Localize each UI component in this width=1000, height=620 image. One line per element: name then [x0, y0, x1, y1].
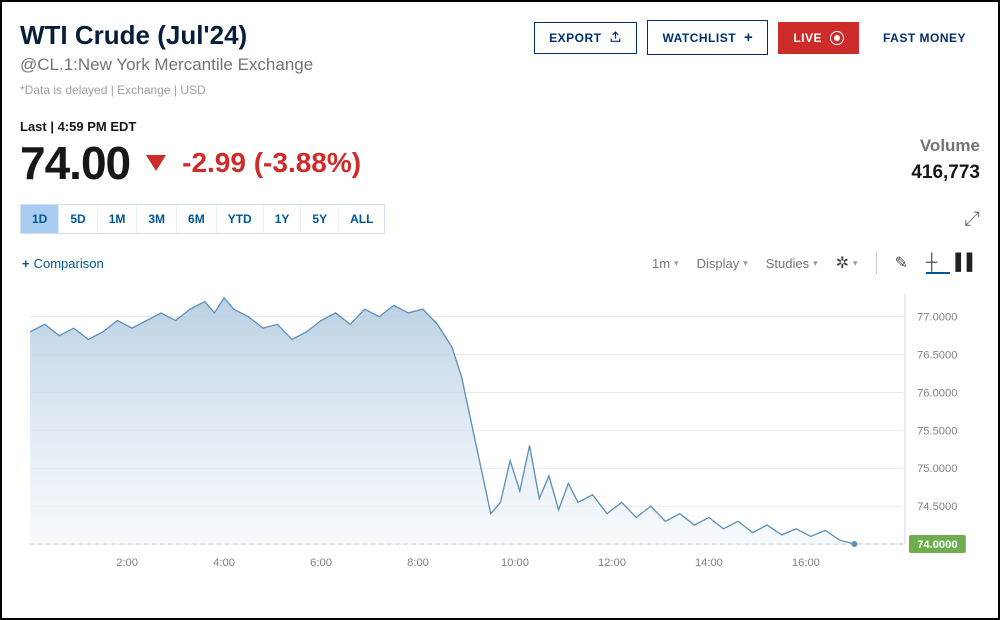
svg-text:74.0000: 74.0000 [917, 539, 957, 551]
range-tab-6m[interactable]: 6M [177, 205, 217, 233]
instrument-subtitle: @CL.1:New York Mercantile Exchange [20, 55, 534, 75]
interval-dropdown[interactable]: 1m ▾ [652, 256, 679, 271]
svg-text:8:00: 8:00 [407, 557, 429, 569]
comment-icon: ▌▌ [955, 254, 978, 272]
instrument-meta: *Data is delayed | Exchange | USD [20, 83, 534, 97]
svg-text:77.0000: 77.0000 [917, 312, 957, 324]
comparison-button[interactable]: + Comparison [22, 256, 104, 271]
price-change: -2.99 (-3.88%) [182, 147, 361, 179]
svg-text:76.5000: 76.5000 [917, 350, 957, 362]
svg-text:16:00: 16:00 [792, 557, 820, 569]
chevron-down-icon: ▾ [853, 258, 858, 269]
price-chart[interactable]: 74.0000 74.5000 75.0000 75.5000 76.0000 76.50… [20, 284, 980, 584]
chevron-down-icon: ▾ [674, 258, 679, 269]
svg-text:6:00: 6:00 [310, 557, 332, 569]
last-price: 74.00 [20, 136, 130, 190]
volume-label: Volume [911, 136, 980, 156]
draw-button[interactable]: ✎ [895, 253, 908, 273]
chart-container: 74.0000 74.5000 75.0000 75.5000 76.0000 76.50… [20, 284, 980, 584]
comment-button[interactable]: ▌▌ [955, 254, 978, 272]
export-icon [609, 31, 622, 44]
export-label: EXPORT [549, 31, 601, 45]
active-underline [926, 272, 950, 274]
comparison-label: Comparison [34, 256, 104, 271]
volume-block: Volume 416,773 [911, 136, 980, 184]
down-arrow-icon [146, 155, 166, 171]
fast-money-button[interactable]: FAST MONEY [869, 23, 980, 53]
pencil-icon: ✎ [895, 253, 908, 273]
display-dropdown[interactable]: Display▾ [697, 256, 748, 271]
live-label: LIVE [793, 31, 822, 45]
chevron-down-icon: ▾ [813, 258, 818, 269]
price-block: 74.00 -2.99 (-3.88%) [20, 136, 361, 190]
instrument-title: WTI Crude (Jul'24) [20, 20, 534, 51]
svg-text:75.5000: 75.5000 [917, 425, 957, 437]
settings-button[interactable]: ✲▾ [836, 253, 858, 273]
range-tab-5y[interactable]: 5Y [301, 205, 339, 233]
expand-icon[interactable]: ⤢ [964, 208, 980, 231]
header-buttons: EXPORT WATCHLIST + LIVE FAST MONEY [534, 20, 980, 55]
plus-icon: + [744, 29, 753, 46]
range-tab-ytd[interactable]: YTD [217, 205, 264, 233]
svg-text:4:00: 4:00 [213, 557, 235, 569]
range-tab-5d[interactable]: 5D [59, 205, 97, 233]
interval-label: 1m [652, 256, 670, 271]
quote-panel: WTI Crude (Jul'24) @CL.1:New York Mercan… [0, 0, 1000, 620]
last-updated: Last | 4:59 PM EDT [20, 119, 980, 134]
chart-toolbar: +Comparison 1m▾ Display▾ Studies▾ ✲▾ ✎ ┼… [20, 252, 980, 280]
range-expand-row: 1D5D1M3M6MYTD1Y5YALL ⤢ [20, 204, 980, 234]
svg-text:12:00: 12:00 [598, 557, 626, 569]
range-tab-1m[interactable]: 1M [98, 205, 138, 233]
gear-icon: ✲ [836, 253, 849, 273]
range-tab-1d[interactable]: 1D [21, 205, 59, 233]
studies-dropdown[interactable]: Studies ▾ [766, 256, 818, 271]
display-label: Display [697, 256, 740, 271]
range-tab-1y[interactable]: 1Y [264, 205, 302, 233]
change-pct: (-3.88%) [254, 147, 361, 178]
price-row: 74.00 -2.99 (-3.88%) Volume 416,773 [20, 136, 980, 190]
chevron-down-icon: ▾ [743, 258, 748, 269]
svg-text:14:00: 14:00 [695, 557, 723, 569]
record-icon [830, 31, 844, 45]
watchlist-label: WATCHLIST [662, 31, 736, 45]
title-block: WTI Crude (Jul'24) @CL.1:New York Mercan… [20, 20, 534, 97]
header-row: WTI Crude (Jul'24) @CL.1:New York Mercan… [20, 20, 980, 97]
volume-value: 416,773 [911, 162, 980, 184]
right-tools: 1m▾ Display▾ Studies▾ ✲▾ ✎ ┼ ▌▌ [652, 252, 978, 274]
crosshair-button[interactable]: ┼ [926, 254, 937, 272]
svg-text:74.5000: 74.5000 [917, 501, 957, 513]
export-button[interactable]: EXPORT [534, 22, 637, 54]
range-tab-all[interactable]: ALL [339, 205, 384, 233]
svg-text:2:00: 2:00 [116, 557, 138, 569]
plus-icon: + [22, 256, 30, 271]
crosshair-icon: ┼ [926, 254, 937, 272]
separator [876, 252, 877, 274]
range-tabs: 1D5D1M3M6MYTD1Y5YALL [20, 204, 385, 234]
studies-label: Studies [766, 256, 809, 271]
svg-text:10:00: 10:00 [501, 557, 529, 569]
svg-text:76.0000: 76.0000 [917, 388, 957, 400]
change-abs: -2.99 [182, 147, 246, 178]
svg-text:75.0000: 75.0000 [917, 463, 957, 475]
watchlist-button[interactable]: WATCHLIST + [647, 20, 768, 55]
live-button[interactable]: LIVE [778, 22, 859, 54]
fast-money-label: FAST MONEY [883, 31, 966, 45]
range-tab-3m[interactable]: 3M [137, 205, 177, 233]
